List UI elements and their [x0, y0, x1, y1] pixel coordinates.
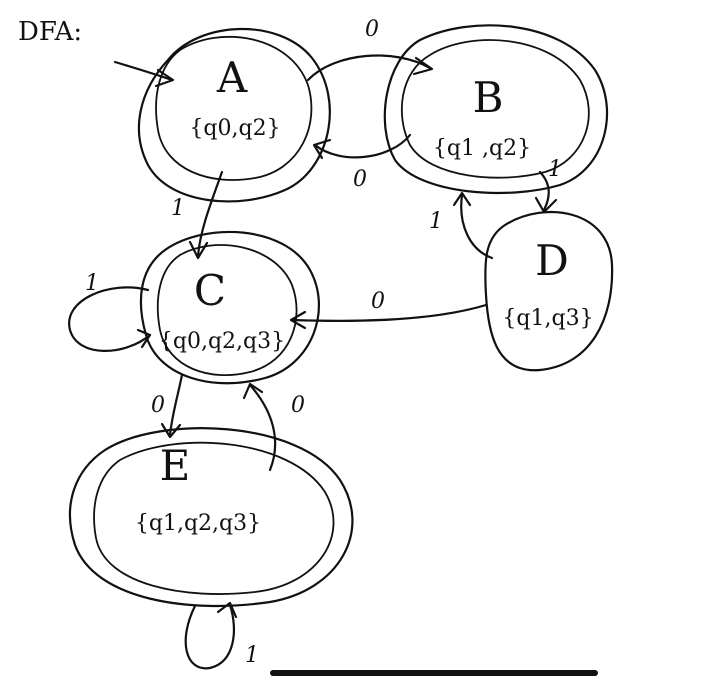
edge-b-a: 0	[312, 133, 412, 192]
state-b-set: {q1 ,q2}	[433, 136, 531, 161]
start-arrow	[113, 60, 175, 88]
state-a-set: {q0,q2}	[189, 116, 280, 141]
state-a-outer-circle	[137, 27, 331, 203]
edge-c-e-label: 0	[151, 393, 165, 418]
edge-b-d: 1	[534, 157, 562, 214]
state-a-inner-circle	[155, 35, 313, 181]
edge-d-b-label: 1	[429, 209, 443, 234]
edge-a-c: 1	[171, 170, 224, 260]
state-a: A {q0,q2}	[137, 27, 331, 203]
state-e-inner-circle	[93, 441, 335, 595]
edge-c-c-loop: 1	[68, 271, 152, 352]
state-b: B {q1 ,q2}	[383, 24, 609, 195]
state-c-set: {q0,q2,q3}	[159, 329, 285, 354]
diagram-title: DFA:	[18, 17, 82, 47]
state-c-outer-circle	[139, 230, 320, 385]
state-d-set: {q1,q3}	[502, 306, 593, 331]
edge-e-c: 0	[242, 382, 305, 472]
state-b-name: B	[473, 73, 504, 122]
edge-a-b: 0	[306, 17, 434, 82]
state-d: D {q1,q3}	[484, 211, 614, 372]
state-e-name: E	[160, 441, 191, 490]
edge-e-c-label: 0	[291, 393, 305, 418]
state-e-set: {q1,q2,q3}	[135, 511, 261, 536]
state-b-outer-circle	[383, 24, 609, 195]
state-e-outer-circle	[68, 427, 354, 608]
edge-b-d-label: 1	[548, 157, 562, 182]
edge-a-b-label: 0	[365, 17, 379, 42]
state-d-name: D	[535, 236, 569, 285]
edge-e-e-loop: 1	[184, 601, 259, 670]
edge-c-e: 0	[151, 373, 184, 439]
edge-c-c-label: 1	[85, 271, 99, 296]
state-a-name: A	[216, 53, 248, 102]
state-c: C {q0,q2,q3}	[139, 230, 320, 385]
edge-a-c-label: 1	[171, 196, 185, 221]
state-e: E {q1,q2,q3}	[68, 427, 354, 608]
edge-b-a-label: 0	[353, 167, 367, 192]
edge-d-c: 0	[289, 289, 488, 330]
edge-d-c-label: 0	[371, 289, 385, 314]
home-indicator[interactable]	[270, 670, 598, 676]
edge-e-e-label: 1	[245, 643, 259, 668]
state-b-inner-circle	[400, 39, 590, 179]
state-d-circle	[484, 211, 614, 372]
edge-d-b: 1	[429, 191, 494, 260]
state-c-name: C	[194, 266, 226, 315]
state-c-inner-circle	[156, 244, 298, 376]
